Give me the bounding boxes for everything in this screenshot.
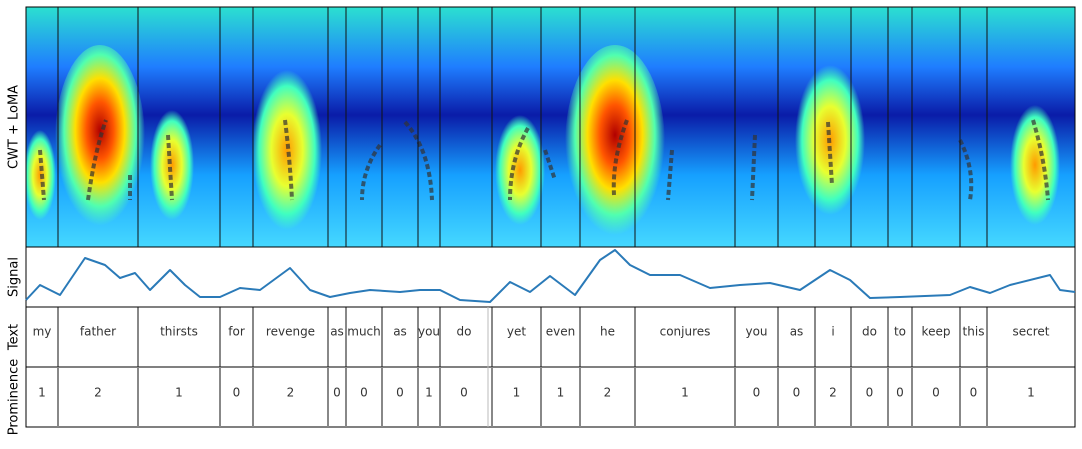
prominence: 0	[753, 386, 761, 400]
word: you	[745, 325, 767, 339]
prominence: 2	[94, 386, 102, 400]
word: even	[546, 325, 575, 339]
signal-line	[25, 249, 1076, 303]
prominence: 1	[557, 386, 565, 400]
prominence: 0	[233, 386, 241, 400]
cwt-heatmap	[26, 7, 1075, 247]
prominence: 2	[287, 386, 295, 400]
word: you	[418, 325, 440, 339]
word: i	[831, 325, 834, 339]
prominence: 0	[970, 386, 978, 400]
word: this	[963, 325, 985, 339]
word: as	[330, 325, 344, 339]
prominence: 2	[604, 386, 612, 400]
word: to	[894, 325, 906, 339]
word: my	[33, 325, 52, 339]
word: much	[347, 325, 381, 339]
word: revenge	[266, 325, 315, 339]
signal-label: Signal	[7, 257, 22, 297]
prominence: 2	[829, 386, 837, 400]
word: as	[790, 325, 804, 339]
word: yet	[507, 325, 526, 339]
prominence: 0	[932, 386, 940, 400]
prominence: 0	[396, 386, 404, 400]
word: father	[80, 325, 116, 339]
prominence: 1	[513, 386, 521, 400]
word: do	[862, 325, 877, 339]
word: thirsts	[160, 325, 198, 339]
frame	[25, 6, 1076, 428]
word: as	[393, 325, 407, 339]
word: he	[600, 325, 615, 339]
prominence: 1	[38, 386, 46, 400]
text-label: Text	[7, 324, 22, 351]
prominence: 0	[866, 386, 874, 400]
prominence: 0	[896, 386, 904, 400]
prominence: 1	[681, 386, 689, 400]
word: conjures	[660, 325, 711, 339]
prominence-label: Prominence	[7, 359, 22, 436]
cwt-label: CWT + LoMA	[7, 85, 22, 169]
prominence: 0	[333, 386, 341, 400]
word: secret	[1013, 325, 1050, 339]
word: for	[228, 325, 245, 339]
prominence: 1	[175, 386, 183, 400]
word: do	[457, 325, 472, 339]
prominence: 0	[360, 386, 368, 400]
prominence: 1	[1027, 386, 1035, 400]
prominence: 0	[460, 386, 468, 400]
prominence: 1	[425, 386, 433, 400]
prominence: 0	[793, 386, 801, 400]
word: keep	[922, 325, 951, 339]
